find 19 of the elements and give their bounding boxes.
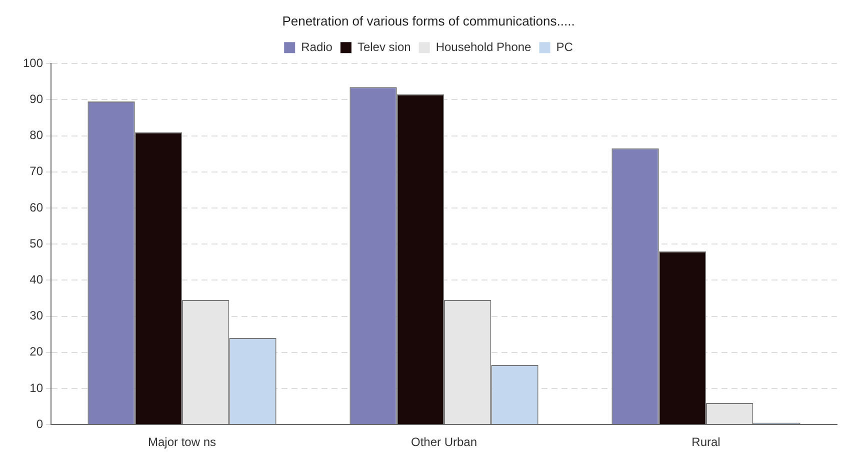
y-tick-label: 30 [30,308,44,323]
y-tick-label: 10 [30,380,44,395]
legend-label: Radio [301,40,333,54]
y-tick-label: 100 [22,56,44,70]
y-tick-label: 50 [30,236,44,250]
legend-label: Household Phone [436,40,532,54]
chart-title: Penetration of various forms of communications..... [282,13,575,28]
y-tick-label: 0 [36,416,44,431]
y-tick-label: 70 [30,164,44,178]
x-tick-label: Other Urban [410,435,478,450]
legend-label: Telev sion [357,40,411,54]
legend-label: PC [556,40,574,54]
x-tick-label: Major tow ns [148,435,216,450]
y-tick-label: 60 [30,200,44,214]
y-tick-label: 20 [30,344,44,359]
y-tick-label: 40 [30,272,44,287]
x-tick-label: Rural [692,435,720,450]
y-tick-label: 90 [30,92,44,106]
y-tick-label: 80 [30,128,44,142]
